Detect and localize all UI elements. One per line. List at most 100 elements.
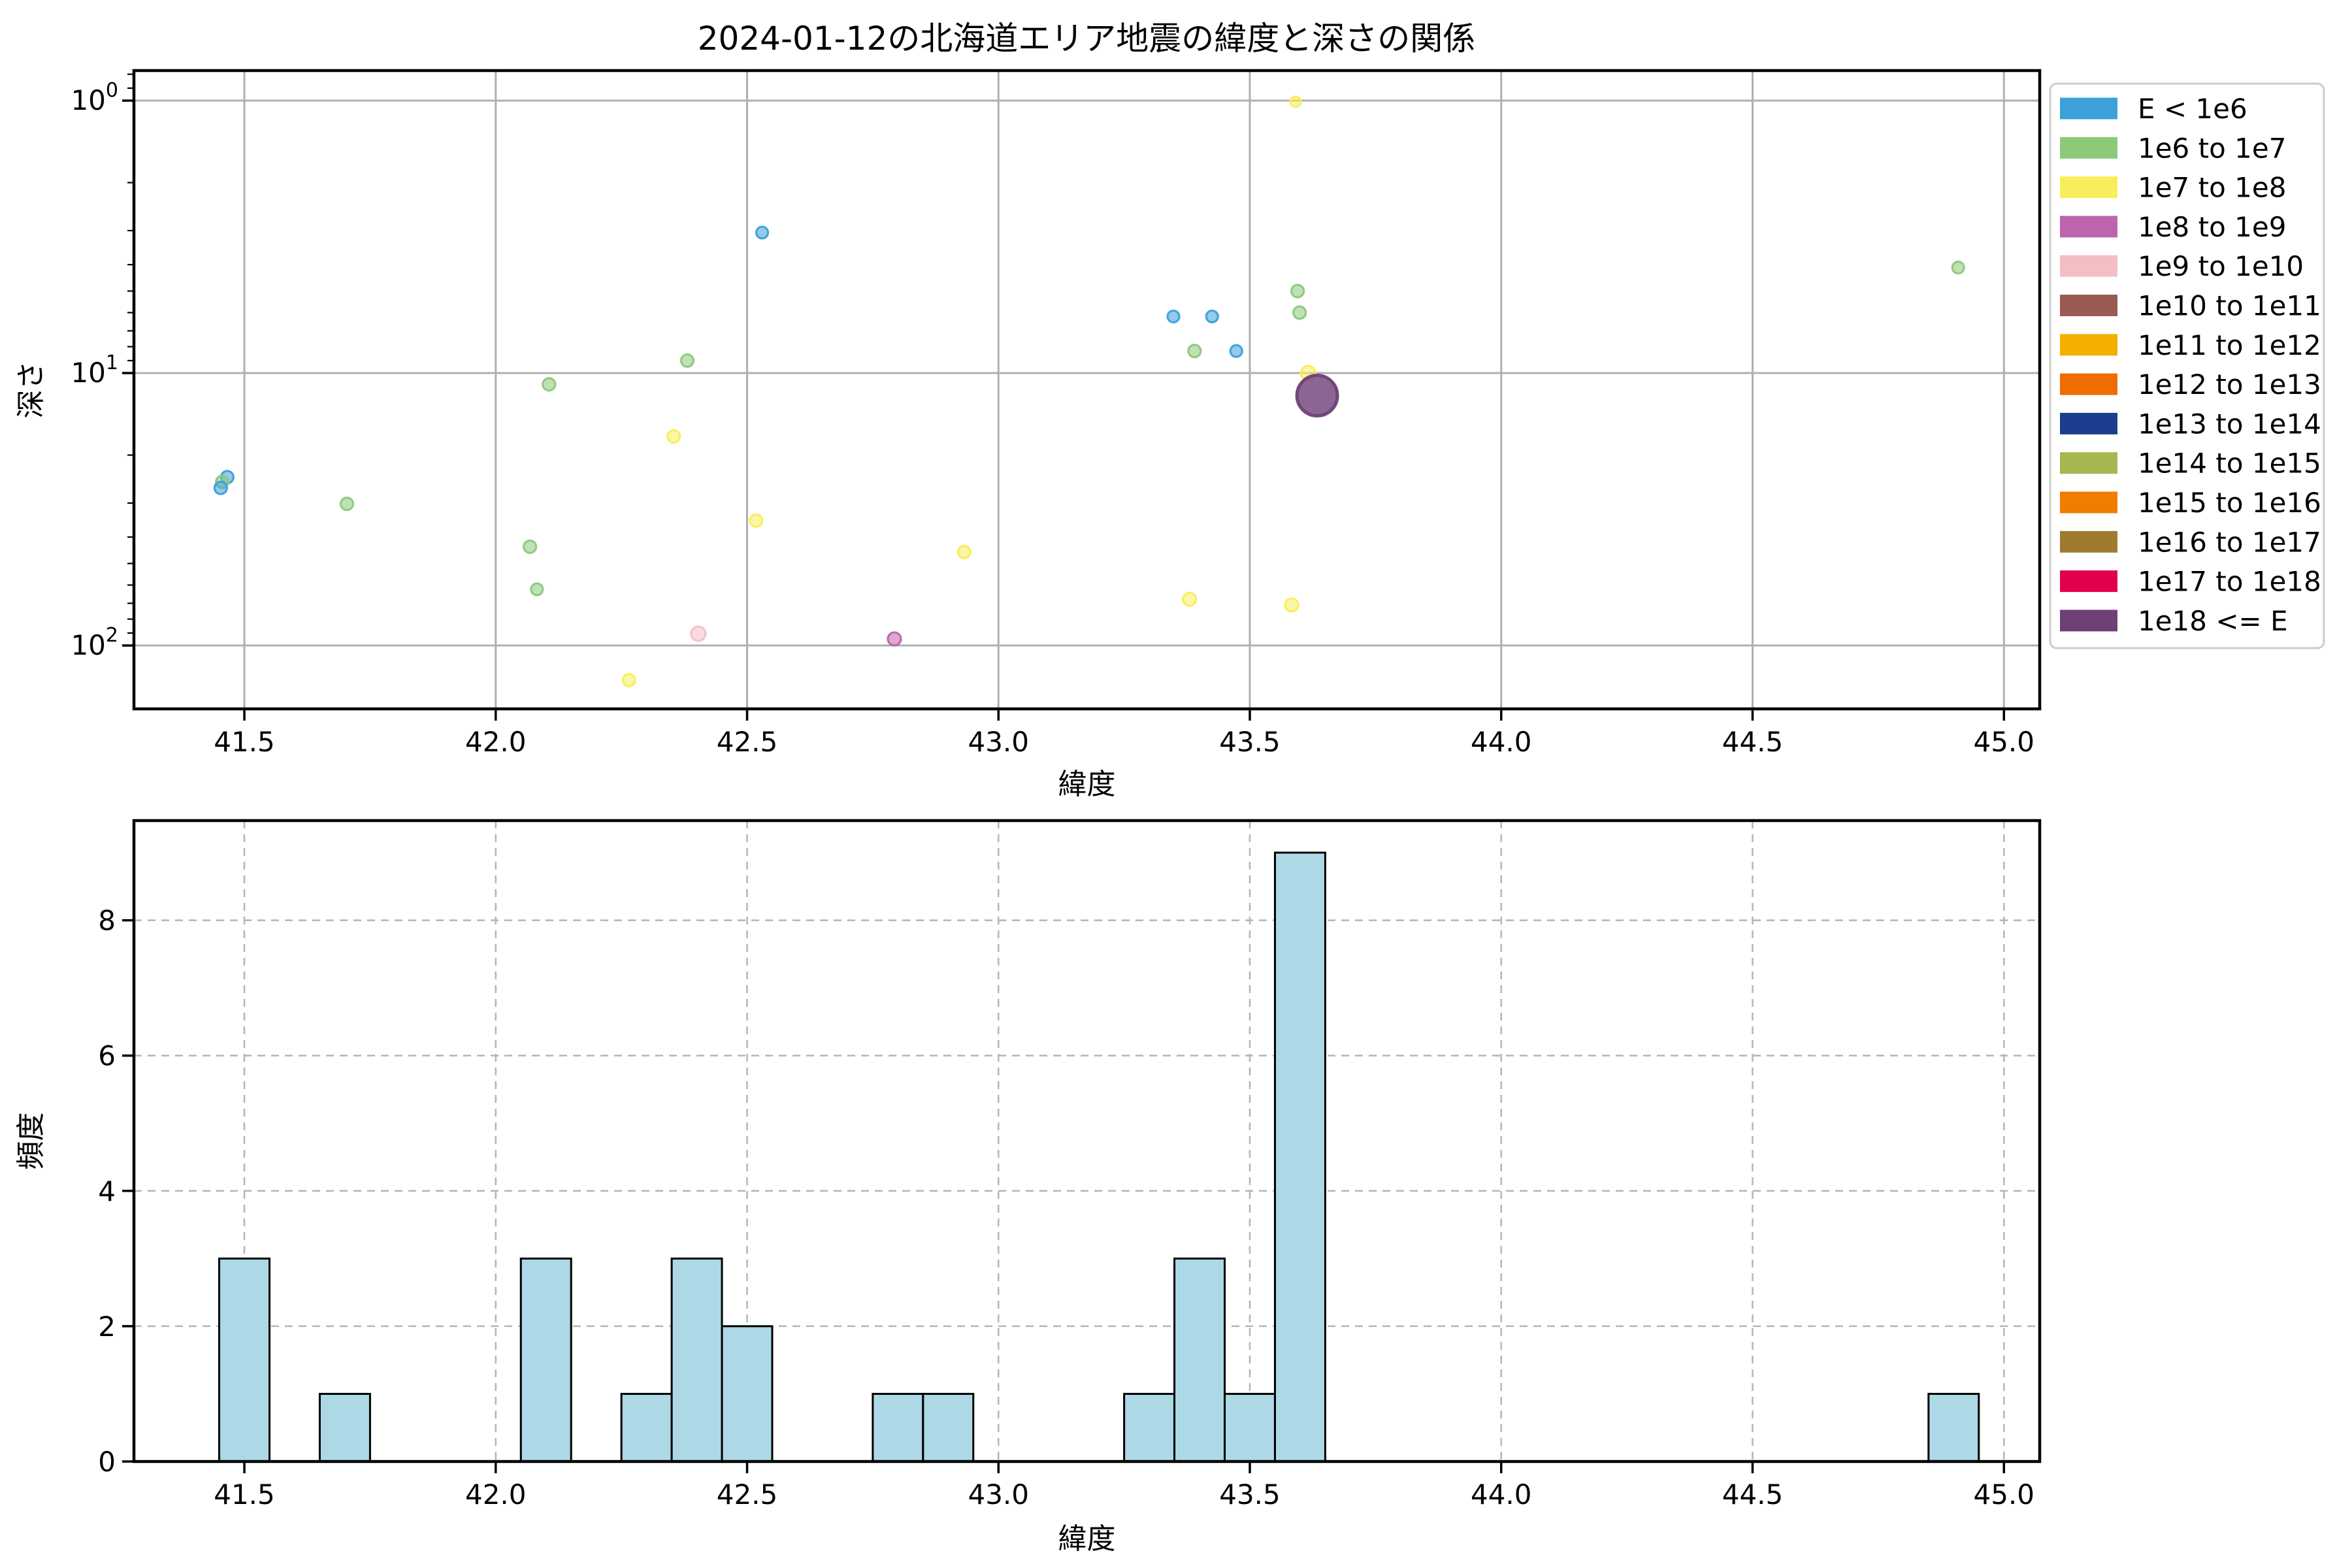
- legend-entry: 1e10 to 1e11: [2060, 290, 2321, 322]
- scatter-points: [213, 95, 1965, 688]
- legend-label: 1e11 to 1e12: [2138, 329, 2321, 361]
- legend-entry: 1e8 to 1e9: [2060, 211, 2286, 243]
- figure-title: 2024-01-12の北海道エリア地震の緯度と深さの関係: [698, 20, 1476, 57]
- hist-bar: [519, 1257, 572, 1463]
- scatter-point: [1187, 344, 1202, 359]
- legend-swatch: [2060, 452, 2117, 474]
- tick-label: 42.5: [717, 726, 778, 758]
- legend-label: 1e7 to 1e8: [2138, 172, 2286, 204]
- scatter-point: [522, 539, 538, 554]
- scatter-point: [679, 353, 695, 368]
- scatter-point: [1284, 597, 1299, 613]
- legend-label: 1e18 <= E: [2138, 605, 2288, 637]
- scatter-point: [1295, 374, 1339, 418]
- histogram-bars: [218, 851, 1980, 1463]
- histogram-ylabel: 頻度: [14, 1113, 48, 1170]
- legend-entry: 1e11 to 1e12: [2060, 329, 2321, 361]
- tick-label: 42.0: [465, 726, 527, 758]
- legend-swatch: [2060, 412, 2117, 434]
- legend-entry: 1e17 to 1e18: [2060, 566, 2321, 598]
- scatter-point: [887, 631, 902, 647]
- scatter-point: [1182, 591, 1198, 607]
- tick-label: 44.5: [1722, 726, 1784, 758]
- tick-label: 43.5: [1219, 726, 1281, 758]
- scatter-plot-frame: [132, 69, 2042, 711]
- scatter-point: [530, 582, 544, 596]
- scatter-point: [690, 625, 707, 642]
- hist-bar: [872, 1392, 924, 1463]
- hist-bar: [318, 1392, 371, 1463]
- legend-swatch: [2060, 295, 2117, 316]
- legend-entry: 1e14 to 1e15: [2060, 448, 2321, 480]
- scatter-point: [213, 480, 228, 495]
- scatter-point: [1951, 260, 1965, 275]
- hist-bar: [922, 1392, 975, 1463]
- legend-swatch: [2060, 491, 2117, 514]
- tick-label: 43.5: [1219, 1478, 1281, 1511]
- scatter-spines: [132, 69, 2042, 711]
- scatter-point: [1289, 95, 1302, 108]
- legend-label: 1e12 to 1e13: [2138, 368, 2321, 400]
- legend-swatch: [2060, 373, 2117, 395]
- scatter-gridlines: [134, 71, 2040, 709]
- hist-bar: [1273, 851, 1326, 1463]
- scatter-point: [339, 497, 355, 512]
- tick-label: 101: [71, 351, 118, 389]
- scatter-point: [1205, 309, 1219, 324]
- legend-swatch: [2060, 97, 2117, 120]
- tick-label: 42.5: [717, 1478, 778, 1511]
- tick-label: 44.5: [1722, 1478, 1784, 1511]
- histogram-xlabel: 緯度: [1058, 1522, 1116, 1556]
- tick-label: 41.5: [214, 726, 275, 758]
- scatter-xlabel: 緯度: [1058, 768, 1116, 801]
- legend-swatch: [2060, 531, 2117, 553]
- hist-bar: [1173, 1257, 1226, 1463]
- hist-bar: [670, 1257, 723, 1463]
- legend-label: E < 1e6: [2138, 93, 2247, 125]
- legend-swatch: [2060, 334, 2117, 356]
- legend-entry: 1e9 to 1e10: [2060, 250, 2304, 282]
- legend-swatch: [2060, 610, 2117, 632]
- tick-label: 2: [98, 1311, 116, 1343]
- scatter-point: [1166, 309, 1181, 324]
- legend-entry: 1e6 to 1e7: [2060, 132, 2286, 164]
- scatter-point: [956, 544, 972, 560]
- legend-label: 1e8 to 1e9: [2138, 211, 2286, 243]
- legend-label: 1e15 to 1e16: [2138, 487, 2321, 519]
- scatter-point: [542, 377, 557, 392]
- histogram-spines: [132, 819, 2042, 1463]
- legend-label: 1e10 to 1e11: [2138, 290, 2321, 322]
- tick-label: 44.0: [1471, 1478, 1532, 1511]
- legend-frame: [2049, 82, 2325, 649]
- tick-label: 45.0: [1973, 1478, 2034, 1511]
- legend-swatch: [2060, 216, 2117, 238]
- legend-swatch: [2060, 570, 2117, 593]
- legend-swatch: [2060, 137, 2117, 159]
- scatter-point: [1290, 284, 1305, 299]
- legend-label: 1e9 to 1e10: [2138, 250, 2304, 282]
- scatter-ylabel: 深さ: [14, 361, 48, 419]
- legend-label: 1e13 to 1e14: [2138, 408, 2321, 440]
- histogram-plot-frame: [132, 819, 2042, 1463]
- tick-label: 42.0: [465, 1478, 527, 1511]
- scatter-point: [666, 429, 681, 444]
- scatter-point: [1229, 344, 1243, 358]
- axis-ticks: 41.5 42.0 42.5 43.0 43.5 44.0 44.5 45.0 100 101 10…: [71, 73, 2034, 1511]
- legend-swatch: [2060, 255, 2117, 277]
- hist-bar: [721, 1325, 774, 1463]
- energy-legend: E < 1e6 1e6 to 1e7 1e7 to 1e8 1e8 to 1e9 1e9…: [2049, 82, 2325, 649]
- hist-bar: [1927, 1392, 1980, 1463]
- hist-bar: [620, 1392, 673, 1463]
- tick-label: 44.0: [1471, 726, 1532, 758]
- legend-entry: 1e13 to 1e14: [2060, 408, 2321, 440]
- legend-entry: 1e12 to 1e13: [2060, 368, 2321, 400]
- tick-label: 6: [98, 1040, 116, 1072]
- tick-label: 0: [98, 1446, 116, 1478]
- histogram-gridlines: [134, 821, 2040, 1462]
- legend-label: 1e16 to 1e17: [2138, 526, 2321, 558]
- legend-entry: 1e18 <= E: [2060, 605, 2288, 637]
- tick-label: 8: [98, 905, 116, 937]
- legend-swatch: [2060, 176, 2117, 199]
- tick-label: 41.5: [214, 1478, 275, 1511]
